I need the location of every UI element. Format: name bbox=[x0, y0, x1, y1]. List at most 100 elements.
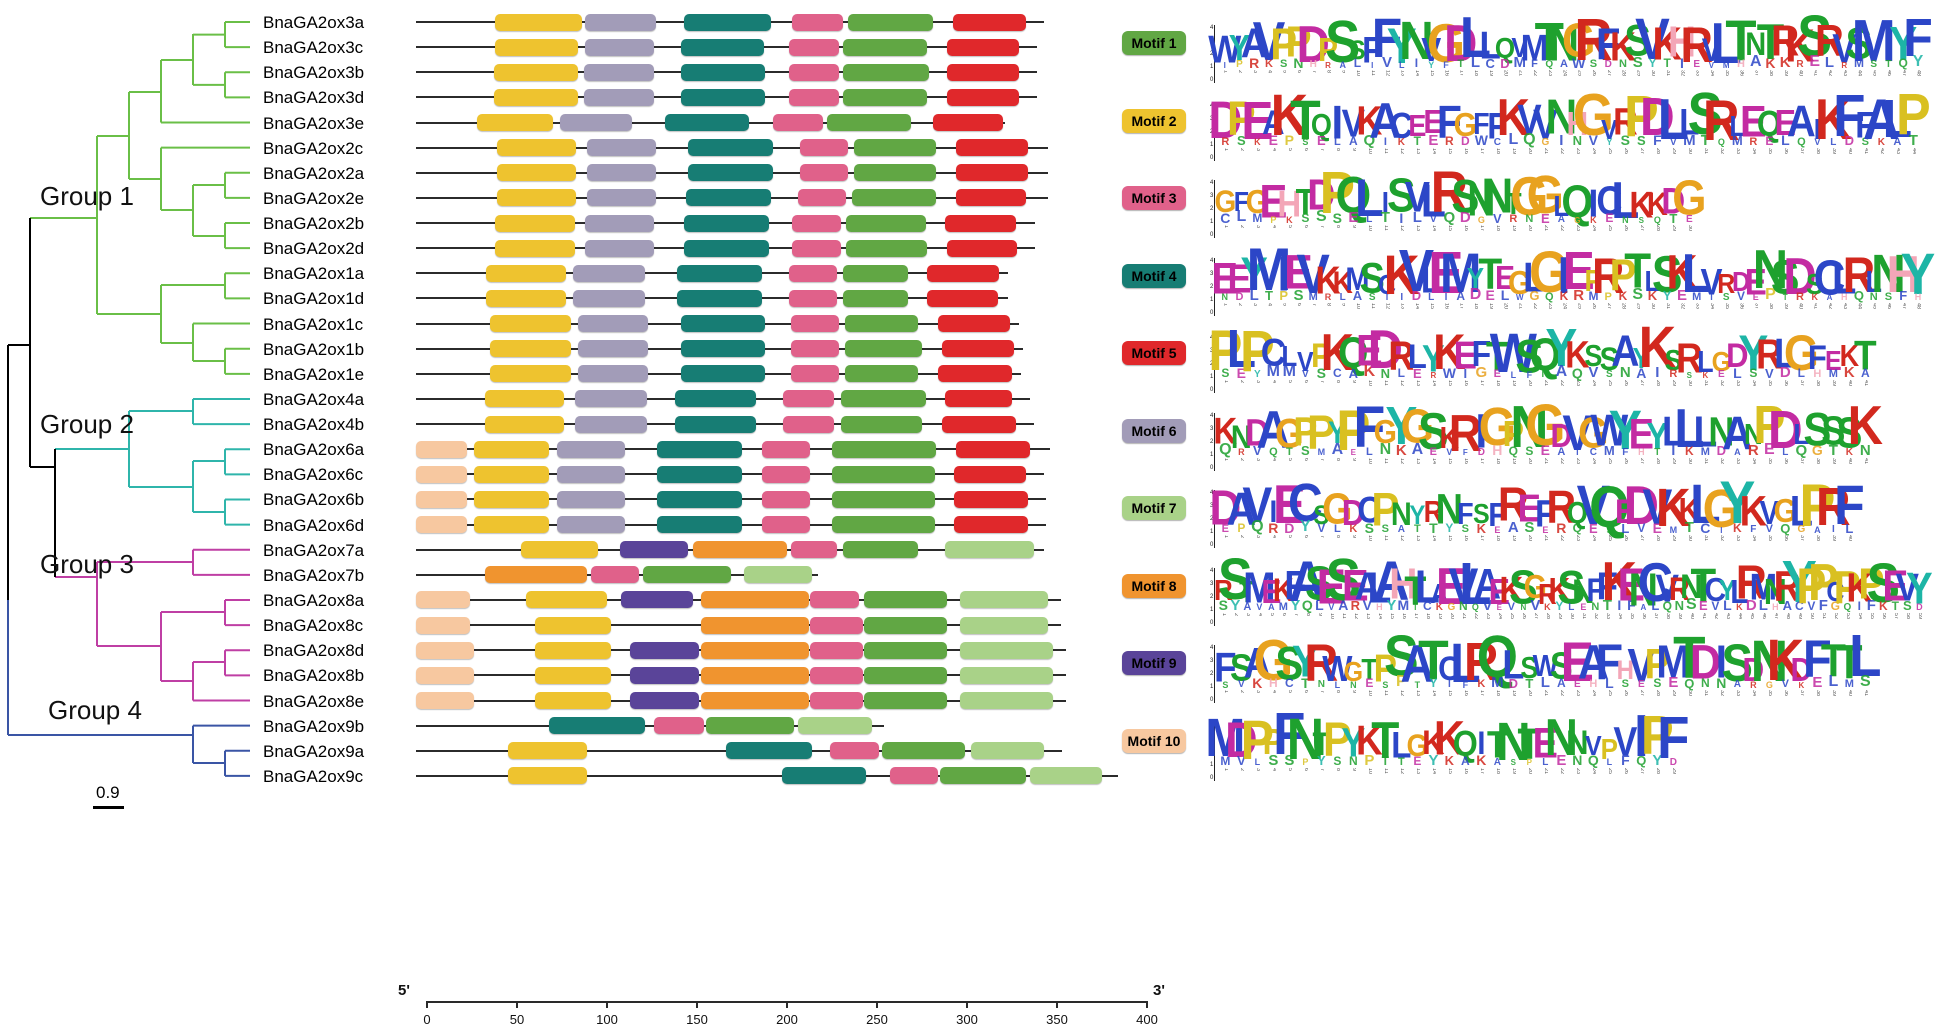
logo-residue-secondary: N bbox=[1572, 752, 1583, 769]
logo-axis-tick: 4 bbox=[1210, 645, 1214, 651]
logo-position-number: 35 bbox=[1767, 535, 1773, 542]
gene-name: BnaGA2ox3c bbox=[263, 38, 364, 58]
logo-residue-secondary: D bbox=[1469, 285, 1482, 303]
logo-y-axis: 4 3 2 1 0 bbox=[1210, 25, 1216, 83]
logo-position-number: 39 bbox=[1831, 147, 1837, 154]
logo-residue-secondary: E bbox=[1365, 676, 1374, 691]
logo-position-number: 17 bbox=[1458, 70, 1464, 77]
logo-column: T S 29 bbox=[1624, 247, 1651, 315]
logo-column: K R 8 bbox=[1315, 261, 1340, 315]
logo-position-number: 13 bbox=[1415, 535, 1421, 542]
motif-2-block bbox=[535, 616, 611, 634]
motif-9-block bbox=[630, 666, 699, 684]
logo-position-number: 47 bbox=[1900, 70, 1906, 77]
logo-position-number: 41 bbox=[1812, 302, 1818, 309]
logo-position-number: 43 bbox=[1841, 70, 1847, 77]
motif-3-block bbox=[810, 666, 863, 684]
logo-column: G E 21 bbox=[1527, 169, 1564, 238]
logo-position-number: 10 bbox=[1367, 767, 1373, 774]
logo-residue-secondary: A bbox=[1456, 288, 1466, 303]
logo-residue: K bbox=[1785, 19, 1815, 72]
logo-residue-secondary: I bbox=[1223, 60, 1226, 70]
logo-position-number: 31 bbox=[1664, 302, 1670, 309]
logo-residue: V bbox=[1832, 25, 1857, 72]
logo-position-number: 3 bbox=[1245, 612, 1251, 616]
logo-residue-secondary: I bbox=[1371, 60, 1374, 70]
logo-residue-secondary: Y bbox=[1648, 56, 1657, 71]
logo-column: G W 21 bbox=[1508, 266, 1531, 316]
axis-tick bbox=[606, 1001, 608, 1008]
logo-residue-secondary: V bbox=[1765, 523, 1774, 536]
logo-column: R S 26 bbox=[1613, 103, 1638, 160]
motif-2-block bbox=[490, 340, 571, 358]
logo-position-number: 46 bbox=[1886, 70, 1892, 77]
logo-residue: D bbox=[1661, 179, 1686, 222]
logo-column: M A 10 bbox=[1345, 263, 1369, 316]
logo-residue: N bbox=[1548, 18, 1580, 71]
logo-residue: M bbox=[1439, 241, 1482, 305]
logo-position-number: 13 bbox=[1415, 147, 1421, 154]
logo-position-number: 3 bbox=[1255, 535, 1261, 539]
logo-column: V M 21 bbox=[1511, 34, 1528, 84]
logo-axis-tick: 1 bbox=[1210, 64, 1214, 70]
logo-position-number: 12 bbox=[1399, 767, 1405, 774]
logo-residue-secondary: S bbox=[1381, 523, 1390, 536]
logo-position-number: 15 bbox=[1447, 380, 1453, 387]
logo-residue: F bbox=[1903, 8, 1933, 68]
logo-column: Y Q 47 bbox=[1889, 20, 1917, 83]
logo-position-number: 27 bbox=[1639, 380, 1645, 387]
logo-position-number: 41 bbox=[1701, 612, 1707, 619]
logo-column: R Q 15 bbox=[1431, 163, 1469, 238]
logo-residue: R bbox=[1591, 247, 1625, 305]
logo-position-number: 5 bbox=[1287, 380, 1293, 384]
gene-name: BnaGA2ox1a bbox=[263, 264, 365, 284]
logo-residue-secondary: I bbox=[1399, 209, 1404, 226]
logo-position-number: 20 bbox=[1527, 690, 1533, 697]
logo-position-number: 1 bbox=[1223, 147, 1229, 151]
logo-residue-secondary: Q bbox=[1443, 209, 1456, 226]
logo-position-number: 33 bbox=[1735, 147, 1741, 154]
logo-residue: N bbox=[1745, 26, 1767, 63]
motif-1-block bbox=[864, 692, 948, 709]
logo-residue: H bbox=[1277, 183, 1302, 225]
logo-column: V Q 3 bbox=[1242, 479, 1272, 548]
logo-residue: I bbox=[1882, 17, 1895, 71]
motif-6-block bbox=[583, 88, 654, 106]
logo-column: G N 9 bbox=[1344, 659, 1363, 703]
logo-column: K N 41 bbox=[1848, 399, 1883, 470]
motif-7-block bbox=[1030, 767, 1102, 785]
logo-residue: C bbox=[1813, 250, 1846, 306]
logo-axis-tick: 2 bbox=[1210, 593, 1214, 600]
logo-residue-secondary: L bbox=[1334, 679, 1341, 690]
logo-column: Q E 35 bbox=[1757, 106, 1782, 160]
logo-column: Y H 48 bbox=[1901, 245, 1936, 316]
logo-position-number: 30 bbox=[1687, 457, 1693, 464]
logo-residue-secondary: P bbox=[1236, 59, 1243, 70]
logo-position-number: 30 bbox=[1687, 147, 1693, 154]
logo-residue: Q bbox=[1335, 165, 1372, 225]
motif-1-block bbox=[844, 365, 919, 383]
logo-position-number: 11 bbox=[1383, 767, 1389, 774]
logo-residue: K bbox=[1847, 395, 1884, 457]
logo-column: L H 43 bbox=[1832, 257, 1856, 316]
group-label: Group 2 bbox=[40, 409, 134, 439]
logo-column: S T 39 bbox=[1771, 254, 1800, 315]
logo-residue-secondary: N bbox=[1293, 54, 1304, 71]
logo-residue-secondary: T bbox=[1285, 445, 1293, 458]
logo-column: C K 12 bbox=[1390, 108, 1413, 161]
logo-column: I L 8 bbox=[1329, 99, 1345, 161]
logo-residue-secondary: N bbox=[1622, 214, 1629, 225]
motif-3-block bbox=[790, 541, 838, 559]
logo-residue-secondary: V bbox=[1430, 214, 1437, 225]
logo-position-number: 10 bbox=[1367, 690, 1373, 697]
logo-position-number: 5 bbox=[1269, 612, 1275, 616]
logo-axis-tick: 1 bbox=[1210, 606, 1214, 613]
logo-residue: D bbox=[1208, 89, 1243, 150]
motif-1-block bbox=[832, 490, 935, 508]
logo-column: E E 14 bbox=[1423, 106, 1443, 160]
logo-column: T R 19 bbox=[1505, 189, 1522, 238]
logo-position-number: 23 bbox=[1546, 302, 1552, 309]
logo-position-number: 45 bbox=[1749, 612, 1755, 619]
logo-position-number: 14 bbox=[1414, 70, 1420, 77]
motif-3-block bbox=[788, 38, 840, 56]
